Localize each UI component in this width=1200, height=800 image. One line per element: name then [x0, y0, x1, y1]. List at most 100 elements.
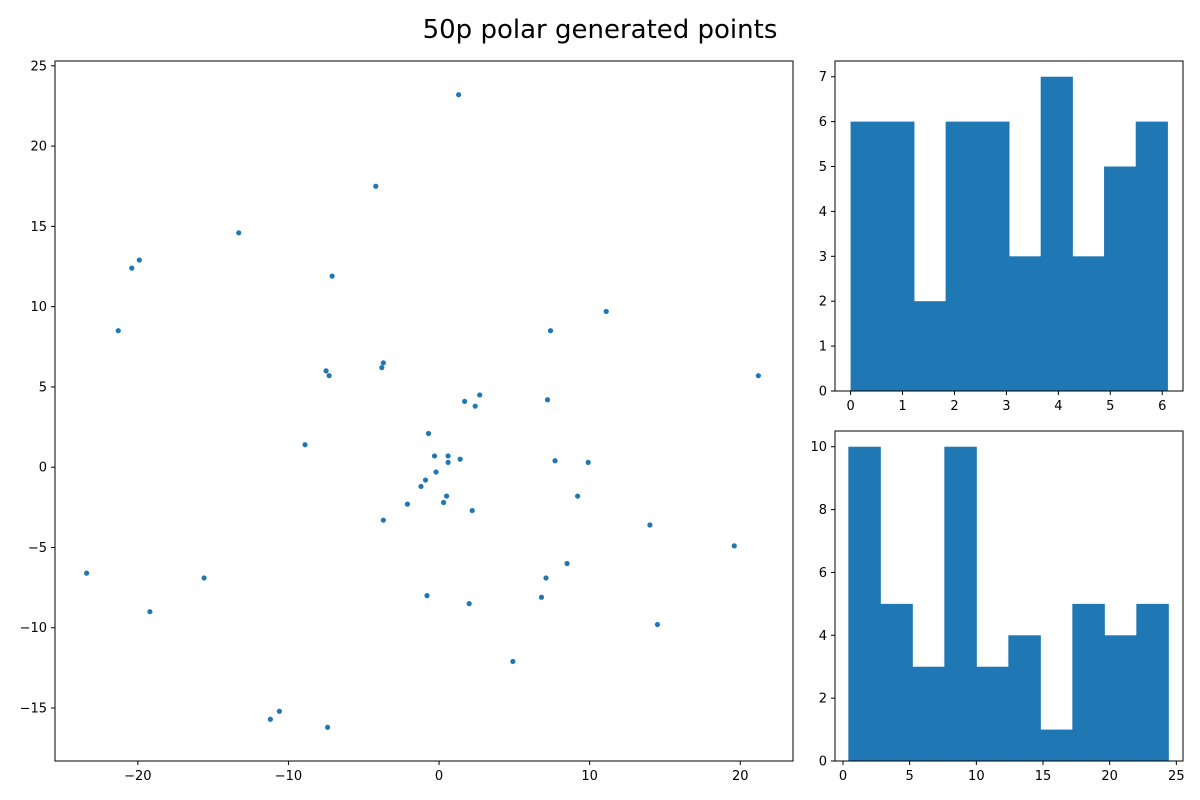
axes-frame [54, 60, 794, 762]
y-tick-label: 3 [819, 250, 827, 265]
y-tick-label: 0 [39, 461, 47, 476]
scatter-point [276, 708, 283, 714]
histogram-bar [1104, 166, 1137, 391]
y-tick-label: 5 [819, 160, 827, 175]
scatter-point [236, 230, 242, 236]
figure-title: 50p polar generated points [423, 15, 778, 45]
x-tick-label: 4 [1054, 399, 1062, 414]
scatter-point [443, 493, 450, 499]
histogram-bar [1040, 729, 1073, 761]
histogram-bar [945, 121, 978, 391]
x-tick-label: 2 [950, 399, 958, 414]
y-tick-label: 10 [810, 440, 827, 455]
scatter-point [329, 273, 335, 279]
scatter-point [547, 328, 554, 334]
scatter-point [147, 609, 153, 615]
scatter-point [136, 257, 142, 263]
scatter-point [201, 575, 207, 581]
y-tick-label: 6 [819, 115, 827, 130]
y-tick-label: 1 [819, 340, 827, 355]
plot-area [850, 76, 1168, 391]
y-tick-label: 10 [30, 300, 47, 315]
scatter-point [462, 398, 468, 404]
x-tick-label: 1 [898, 399, 906, 414]
scatter-point [466, 601, 472, 607]
histogram-bar [848, 446, 881, 761]
y-tick-label: 5 [39, 380, 47, 395]
y-tick-label: 6 [819, 566, 827, 581]
histogram-bar [850, 121, 883, 391]
x-tick-label: 5 [906, 769, 914, 784]
histogram-bar [912, 666, 945, 761]
scatter-point [431, 453, 438, 459]
scatter-point [647, 522, 653, 528]
scatter-axes: −20 −10 0 10 20 −15 −10 −5 0 5 10 15 20 25 [20, 59, 794, 784]
scatter-point [603, 308, 609, 315]
y-tick-label: 0 [819, 385, 827, 400]
histogram-bottom-axes: 0 5 10 15 20 25 0 2 4 6 8 10 [810, 430, 1185, 784]
scatter-point [424, 593, 430, 599]
x-tick-label: 20 [1101, 769, 1118, 784]
histogram-bar [1135, 121, 1168, 391]
histogram-bar [976, 666, 1009, 761]
histogram-bar [913, 301, 947, 391]
x-tick-label: 15 [1035, 769, 1052, 784]
scatter-point [575, 493, 581, 499]
y-tick-label: 0 [819, 755, 827, 770]
scatter-point [445, 459, 451, 465]
x-tick-label: 10 [581, 769, 598, 784]
y-tick-label: −15 [20, 702, 47, 717]
x-tick-label: −10 [275, 769, 302, 784]
x-tick-label: 20 [732, 769, 749, 784]
histogram-top-axes: 0 1 2 3 4 5 6 0 1 2 3 4 5 6 7 [819, 60, 1184, 414]
scatter-point [543, 575, 549, 581]
x-tick-label: −20 [124, 769, 151, 784]
scatter-point [129, 265, 135, 271]
scatter-point [373, 183, 379, 189]
scatter-point [404, 501, 411, 507]
scatter-point [510, 658, 516, 665]
scatter-point [380, 517, 386, 523]
scatter-point [425, 430, 432, 437]
scatter-point [84, 570, 90, 576]
x-tick-label: 6 [1158, 399, 1166, 414]
scatter-point [433, 469, 439, 475]
axes-frame [834, 60, 1184, 392]
scatter-point [418, 483, 424, 490]
histogram-bar [1136, 603, 1169, 761]
scatter-point [115, 328, 121, 334]
scatter-point [267, 716, 273, 722]
scatter-point [469, 507, 475, 514]
y-tick-label: 2 [819, 692, 827, 707]
x-tick-label: 0 [846, 399, 854, 414]
histogram-bar [1072, 256, 1105, 391]
scatter-point [380, 360, 386, 366]
histogram-bar [1009, 256, 1042, 391]
plot-area [84, 92, 761, 730]
scatter-point [544, 397, 551, 403]
histogram-bar [1008, 635, 1041, 761]
y-tick-label: −5 [28, 541, 47, 556]
x-tick-label: 0 [839, 769, 847, 784]
x-tick-label: 0 [435, 769, 443, 784]
scatter-point [552, 458, 558, 464]
scatter-point [379, 365, 385, 371]
scatter-point [323, 368, 329, 374]
scatter-point [654, 621, 661, 628]
scatter-point [538, 594, 545, 600]
scatter-point [326, 373, 332, 379]
scatter-point [585, 459, 591, 465]
x-tick-label: 10 [968, 769, 985, 784]
y-tick-label: 15 [30, 220, 47, 235]
scatter-point [440, 499, 447, 506]
scatter-point [731, 543, 737, 549]
scatter-point [456, 92, 462, 98]
histogram-bar [1104, 635, 1137, 761]
x-tick-label: 5 [1106, 399, 1114, 414]
y-tick-label: 20 [30, 140, 47, 155]
y-tick-label: 4 [819, 629, 827, 644]
y-tick-label: 25 [30, 59, 47, 74]
scatter-point [325, 724, 331, 730]
axes-frame [834, 430, 1184, 762]
